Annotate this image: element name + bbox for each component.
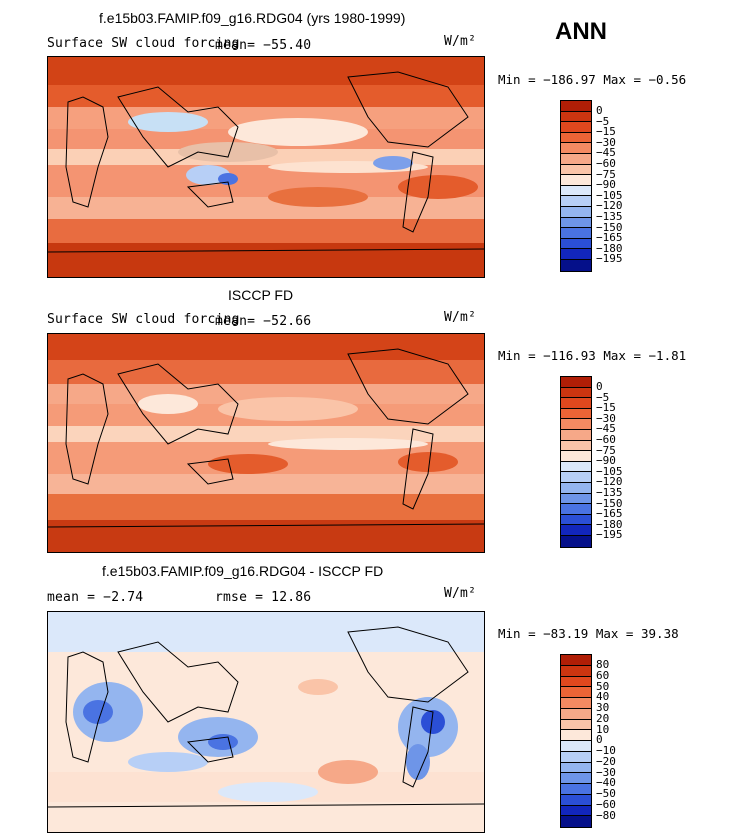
panel1-cbar-label-7: −90 xyxy=(596,178,616,191)
panel3-rmse: rmse = 12.86 xyxy=(215,590,312,605)
panel1-cbar-label-12: −165 xyxy=(596,231,623,244)
panel2-map xyxy=(47,333,485,553)
panel3-cbar-label-13: −60 xyxy=(596,798,616,811)
panel3-cbar-label-8: −10 xyxy=(596,744,616,757)
panel3-colorbar xyxy=(560,654,592,828)
panel1-range: Min = −186.97 Max = −0.56 xyxy=(498,72,687,87)
panel3-title: f.e15b03.FAMIP.f09_g16.RDG04 - ISCCP FD xyxy=(102,563,384,579)
panel2-cbar-label-4: −45 xyxy=(596,422,616,435)
panel1-cbar-label-10: −135 xyxy=(596,210,623,223)
panel1-mean: mean= −55.40 xyxy=(215,38,312,53)
panel1-variable: Surface SW cloud forcing xyxy=(47,36,240,51)
panel2-mean: mean= −52.66 xyxy=(215,314,312,329)
panel3-cbar-label-7: 0 xyxy=(596,733,603,746)
panel2-cbar-label-0: 0 xyxy=(596,380,603,393)
panel2-cbar-label-10: −135 xyxy=(596,486,623,499)
panel3-cbar-label-3: 40 xyxy=(596,690,610,703)
panel3-units: W/m² xyxy=(444,586,477,601)
panel2-units: W/m² xyxy=(444,310,477,325)
panel3-cbar-label-5: 20 xyxy=(596,712,610,725)
panel3-range: Min = −83.19 Max = 39.38 xyxy=(498,626,679,641)
panel2-cbar-label-3: −30 xyxy=(596,412,616,425)
panel1-cbar-label-0: 0 xyxy=(596,104,603,117)
panel2-cbar-label-14: −195 xyxy=(596,528,623,541)
season-label: ANN xyxy=(555,18,607,45)
panel1-units: W/m² xyxy=(444,34,477,49)
panel2-cbar-label-9: −120 xyxy=(596,475,623,488)
panel1-cbar-label-8: −105 xyxy=(596,189,623,202)
panel2-cbar-label-5: −60 xyxy=(596,433,616,446)
panel3-cbar-label-12: −50 xyxy=(596,787,616,800)
panel1-cbar-label-14: −195 xyxy=(596,252,623,265)
panel1-map xyxy=(47,56,485,278)
panel1-cbar-label-2: −15 xyxy=(596,125,616,138)
panel2-cbar-label-11: −150 xyxy=(596,497,623,510)
panel3-cbar-label-10: −30 xyxy=(596,766,616,779)
panel1-cbar-label-1: −5 xyxy=(596,115,610,128)
panel2-cbar-label-8: −105 xyxy=(596,465,623,478)
panel1-cbar-label-9: −120 xyxy=(596,199,623,212)
panel2-cbar-label-1: −5 xyxy=(596,391,610,404)
panel1-cbar-label-5: −60 xyxy=(596,157,616,170)
panel2-cbar-label-13: −180 xyxy=(596,518,623,531)
panel2-colorbar xyxy=(560,376,592,548)
panel3-mean: mean = −2.74 xyxy=(47,590,144,605)
panel2-range: Min = −116.93 Max = −1.81 xyxy=(498,348,687,363)
panel3-cbar-label-2: 50 xyxy=(596,680,610,693)
panel1-cbar-label-13: −180 xyxy=(596,242,623,255)
panel3-map xyxy=(47,611,485,833)
panel1-cbar-label-6: −75 xyxy=(596,168,616,181)
panel3-cbar-label-0: 80 xyxy=(596,658,610,671)
panel3-cbar-label-4: 30 xyxy=(596,701,610,714)
panel3-cbar-label-1: 60 xyxy=(596,669,610,682)
panel2-cbar-label-2: −15 xyxy=(596,401,616,414)
panel1-cbar-label-11: −150 xyxy=(596,221,623,234)
panel2-cbar-label-6: −75 xyxy=(596,444,616,457)
panel3-cbar-label-9: −20 xyxy=(596,755,616,768)
panel1-title: f.e15b03.FAMIP.f09_g16.RDG04 (yrs 1980-1… xyxy=(99,10,406,26)
panel1-colorbar xyxy=(560,100,592,272)
panel3-cbar-label-11: −40 xyxy=(596,776,616,789)
panel1-cbar-label-3: −30 xyxy=(596,136,616,149)
panel3-cbar-label-6: 10 xyxy=(596,723,610,736)
panel1-cbar-label-4: −45 xyxy=(596,146,616,159)
panel2-cbar-label-12: −165 xyxy=(596,507,623,520)
panel2-variable: Surface SW cloud forcing xyxy=(47,312,240,327)
panel2-title: ISCCP FD xyxy=(228,287,294,303)
panel2-cbar-label-7: −90 xyxy=(596,454,616,467)
panel3-cbar-label-14: −80 xyxy=(596,809,616,822)
